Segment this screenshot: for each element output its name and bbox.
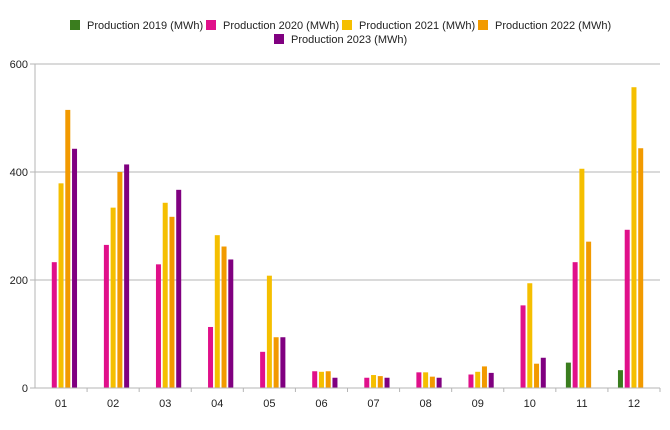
bar	[214, 235, 220, 388]
bar	[364, 377, 370, 388]
x-tick-label: 02	[107, 398, 119, 410]
bar	[429, 376, 435, 388]
x-tick-label: 10	[524, 398, 536, 410]
bar	[534, 363, 540, 388]
bar	[488, 372, 494, 388]
bar	[586, 241, 592, 388]
bar	[527, 283, 533, 388]
bars	[51, 87, 644, 389]
bar	[579, 168, 585, 388]
bar	[371, 375, 377, 388]
bar	[155, 264, 161, 388]
bar	[266, 275, 272, 388]
bar	[124, 164, 130, 388]
x-tick-label: 09	[472, 398, 484, 410]
legend-item: Production 2023 (MWh)	[274, 34, 407, 46]
bar	[332, 377, 338, 388]
x-tick-label: 01	[55, 398, 67, 410]
bar	[572, 262, 578, 388]
legend-label: Production 2023 (MWh)	[291, 34, 407, 46]
bar	[384, 377, 390, 388]
x-tick-label: 04	[211, 398, 223, 410]
legend-swatch	[70, 20, 80, 30]
bar	[117, 172, 123, 388]
legend-label: Production 2022 (MWh)	[495, 20, 611, 32]
bar	[103, 244, 109, 388]
bar	[228, 259, 234, 388]
bar	[58, 183, 64, 388]
bar	[520, 305, 526, 388]
legend: Production 2019 (MWh) Production 2020 (MW…	[70, 20, 611, 46]
bar	[325, 371, 331, 388]
bar	[162, 202, 168, 388]
x-tick-label: 11	[576, 398, 587, 410]
x-tick-label: 05	[263, 398, 275, 410]
bar	[631, 87, 637, 388]
bar	[416, 372, 422, 388]
legend-swatch	[274, 34, 284, 44]
bar	[481, 366, 487, 388]
y-tick-label: 0	[22, 383, 28, 395]
bar	[638, 148, 644, 388]
legend-swatch	[342, 20, 352, 30]
bar	[423, 372, 429, 388]
bar	[169, 216, 175, 388]
y-tick-label: 200	[10, 275, 28, 287]
bar	[280, 337, 286, 388]
bar	[436, 377, 442, 388]
bar	[260, 351, 266, 388]
x-tick-label: 03	[159, 398, 171, 410]
bar	[72, 148, 78, 388]
x-tick-label: 12	[628, 398, 640, 410]
legend-label: Production 2019 (MWh)	[87, 20, 203, 32]
x-tick-label: 07	[367, 398, 379, 410]
legend-swatch	[206, 20, 216, 30]
legend-label: Production 2021 (MWh)	[359, 20, 475, 32]
bar	[176, 189, 182, 388]
bar	[617, 370, 623, 388]
axes: 0 200 400 600 01 02 03 04 05 06 07 08 09 10 11 12	[10, 59, 661, 410]
bar	[110, 207, 116, 388]
legend-item: Production 2020 (MWh)	[206, 20, 339, 32]
bar	[312, 371, 318, 388]
y-tick-label: 400	[10, 167, 28, 179]
gridlines	[35, 63, 660, 281]
bar	[318, 371, 324, 388]
legend-item: Production 2019 (MWh)	[70, 20, 203, 32]
bar	[540, 357, 546, 388]
legend-swatch	[478, 20, 488, 30]
bar	[377, 376, 383, 388]
bar	[475, 371, 481, 388]
legend-label: Production 2020 (MWh)	[223, 20, 339, 32]
bar	[565, 362, 571, 388]
x-tick-label: 06	[315, 398, 327, 410]
bar	[624, 229, 630, 388]
bar	[208, 326, 214, 388]
bar	[468, 374, 474, 388]
bar	[51, 262, 57, 388]
x-tick-label: 08	[420, 398, 432, 410]
bar	[65, 109, 71, 389]
legend-item: Production 2022 (MWh)	[478, 20, 611, 32]
legend-item: Production 2021 (MWh)	[342, 20, 475, 32]
bar	[273, 337, 279, 388]
bar	[221, 246, 227, 388]
y-tick-label: 600	[10, 59, 28, 71]
